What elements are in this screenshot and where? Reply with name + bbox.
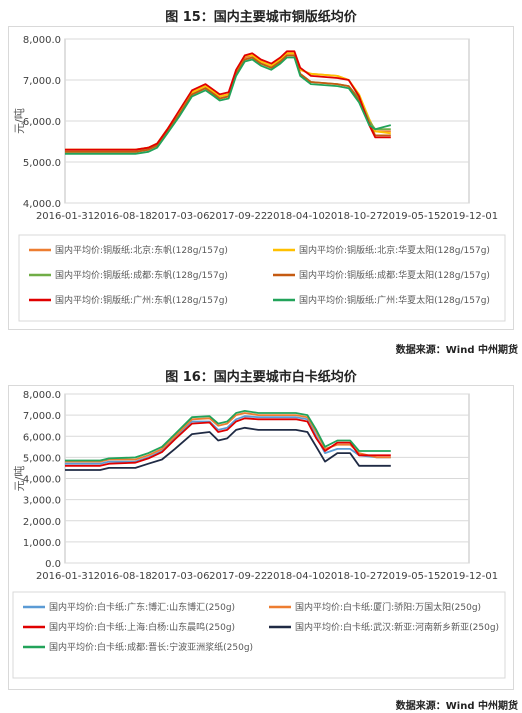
y-axis-label: 元/吨 bbox=[13, 108, 26, 134]
series-line-6 bbox=[65, 56, 392, 155]
x-tick-label: 2017-03-06 bbox=[151, 211, 209, 222]
x-tick-label: 2019-12-01 bbox=[440, 211, 498, 222]
legend bbox=[18, 234, 506, 322]
legend-entry: 国内平均价:白卡纸:武汉:新亚:河南新乡新亚(250g) bbox=[295, 621, 499, 633]
figure-16-plot: 0.0 1,000.0 2,000.0 3,000.0 4,000.0 5,000.0 6,… bbox=[12, 390, 506, 679]
figure-15-chart: 4,000.0 5,000.0 6,000.0 7,000.0 8,000.0 2016-… bbox=[8, 26, 514, 330]
y-tick-label: 7,000.0 bbox=[23, 76, 61, 87]
x-tick-label: 2017-03-06 bbox=[151, 571, 209, 582]
series-line-3 bbox=[65, 417, 391, 467]
x-tick-label: 2018-04-10 bbox=[267, 211, 325, 222]
x-tick-label: 2016-08-18 bbox=[94, 211, 152, 222]
y-tick-label: 2,000.0 bbox=[23, 517, 61, 528]
series-line-5 bbox=[65, 410, 391, 462]
legend-entry: 国内平均价:白卡纸:广东:博汇:山东博汇(250g) bbox=[49, 601, 235, 613]
y-tick-label: 5,000.0 bbox=[23, 453, 61, 464]
series-line-2 bbox=[65, 52, 391, 151]
x-tick-label: 2019-05-15 bbox=[382, 211, 440, 222]
y-tick-label: 8,000.0 bbox=[23, 35, 61, 46]
x-tick-label: 2017-09-22 bbox=[209, 571, 267, 582]
legend-entry: 国内平均价:铜版纸:成都:东帆(128g/157g) bbox=[55, 269, 228, 281]
y-tick-label: 0.0 bbox=[45, 559, 61, 570]
y-tick-label: 7,000.0 bbox=[23, 411, 61, 422]
legend-entry: 国内平均价:白卡纸:厦门:骄阳:万国太阳(250g) bbox=[295, 601, 481, 613]
y-tick-label: 3,000.0 bbox=[23, 496, 61, 507]
figure-15-plot: 4,000.0 5,000.0 6,000.0 7,000.0 8,000.0 2016-… bbox=[13, 35, 506, 322]
series-line-4 bbox=[65, 54, 391, 153]
x-tick-label: 2016-01-31 bbox=[36, 211, 94, 222]
legend-entry: 国内平均价:白卡纸:上海:白杨:山东晨鸣(250g) bbox=[49, 621, 235, 633]
legend-entry: 国内平均价:白卡纸:成都:晋长:宁波亚洲浆纸(250g) bbox=[49, 641, 253, 653]
x-tick-label: 2016-08-18 bbox=[94, 571, 152, 582]
figure-16-title: 图 16：国内主要城市白卡纸均价 bbox=[165, 370, 357, 385]
x-tick-label: 2019-12-01 bbox=[440, 571, 498, 582]
figure-16-chart: 0.0 1,000.0 2,000.0 3,000.0 4,000.0 5,000.0 6,… bbox=[8, 385, 514, 690]
x-tick-label: 2018-10-27 bbox=[325, 571, 383, 582]
y-tick-label: 4,000.0 bbox=[23, 199, 61, 210]
figure-15-title: 图 15：国内主要城市铜版纸均价 bbox=[165, 10, 357, 25]
legend-entry: 国内平均价:铜版纸:广州:东帆(128g/157g) bbox=[55, 294, 228, 306]
series-line-3 bbox=[65, 54, 391, 153]
legend-entry: 国内平均价:铜版纸:广州:华夏太阳(128g/157g) bbox=[299, 294, 490, 306]
figure-16-source: 数据来源：Wind 中州期货 bbox=[395, 701, 518, 712]
x-tick-label: 2018-10-27 bbox=[325, 211, 383, 222]
y-tick-label: 6,000.0 bbox=[23, 117, 61, 128]
x-tick-label: 2017-09-22 bbox=[209, 211, 267, 222]
legend-entry: 国内平均价:铜版纸:北京:东帆(128g/157g) bbox=[55, 244, 228, 256]
x-tick-label: 2019-05-15 bbox=[382, 571, 440, 582]
x-tick-label: 2016-01-31 bbox=[36, 571, 94, 582]
y-axis-label: 元/吨 bbox=[13, 466, 26, 492]
legend-entry: 国内平均价:铜版纸:北京:华夏太阳(128g/157g) bbox=[299, 244, 490, 256]
legend-entry: 国内平均价:铜版纸:成都:华夏太阳(128g/157g) bbox=[299, 269, 490, 281]
y-tick-label: 5,000.0 bbox=[23, 158, 61, 169]
series-line-1 bbox=[65, 52, 391, 151]
y-tick-label: 6,000.0 bbox=[23, 432, 61, 443]
y-tick-label: 1,000.0 bbox=[23, 538, 61, 549]
series-line-4 bbox=[65, 426, 391, 471]
series-line-2 bbox=[65, 412, 391, 463]
x-tick-label: 2018-04-10 bbox=[267, 571, 325, 582]
y-tick-label: 4,000.0 bbox=[23, 475, 61, 486]
series-line-1 bbox=[65, 415, 391, 465]
series-line-5 bbox=[65, 50, 391, 151]
y-tick-label: 8,000.0 bbox=[23, 390, 61, 401]
figure-15-source: 数据来源：Wind 中州期货 bbox=[395, 345, 518, 356]
legend bbox=[12, 591, 506, 679]
